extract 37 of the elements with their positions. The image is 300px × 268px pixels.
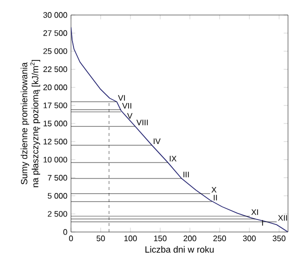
x-tick-label: 200 [184, 236, 196, 242]
annotation: VI [118, 95, 125, 101]
y-tick-label: 2 500 [48, 211, 68, 217]
x-tick-label: 350 [272, 236, 286, 242]
y-tick-label: 12 500 [44, 138, 68, 144]
annotation: I [262, 220, 263, 226]
x-axis-title: Liczba dni w roku [145, 246, 214, 253]
annotation: VIII [136, 120, 148, 126]
x-tick-label: 300 [242, 236, 256, 242]
annotation: IV [154, 138, 161, 144]
annotation: X [211, 186, 216, 192]
y-tick-label: 20 000 [43, 84, 68, 90]
y-tick-label: 27 500 [43, 30, 68, 36]
line-series [71, 26, 288, 232]
y-tick-label: 10 000 [44, 156, 68, 162]
x-tick-label: 0 [69, 236, 73, 242]
x-tick-label: 150 [154, 236, 167, 242]
annotation: IX [170, 156, 176, 162]
y-tick-label: 30 000 [43, 12, 68, 18]
x-tick-label: 250 [213, 236, 226, 242]
y-tick-label: 17 500 [44, 102, 68, 108]
text: Sumy dzienne promieniowania [20, 62, 30, 184]
y-tick-label: 7 500 [48, 174, 68, 181]
y-tick-label: 0 [63, 229, 68, 235]
y-tick-label: 22 500 [43, 66, 68, 72]
annotation: VII [122, 103, 132, 109]
annotation: III [184, 172, 189, 178]
annotation: XI [251, 209, 258, 215]
annotation: II [214, 194, 217, 200]
y-tick-label: 15 000 [44, 120, 68, 126]
text: na płaszczyznę poziomą [kJ/m$^{2}$] [30, 60, 40, 188]
y-tick-label: 25 000 [43, 48, 68, 54]
annotation: XII [278, 215, 287, 221]
y-tick-label: 5 000 [48, 193, 68, 199]
x-tick-label: 100 [124, 236, 137, 242]
annotation: V [127, 113, 132, 119]
x-tick-label: 50 [96, 236, 105, 242]
